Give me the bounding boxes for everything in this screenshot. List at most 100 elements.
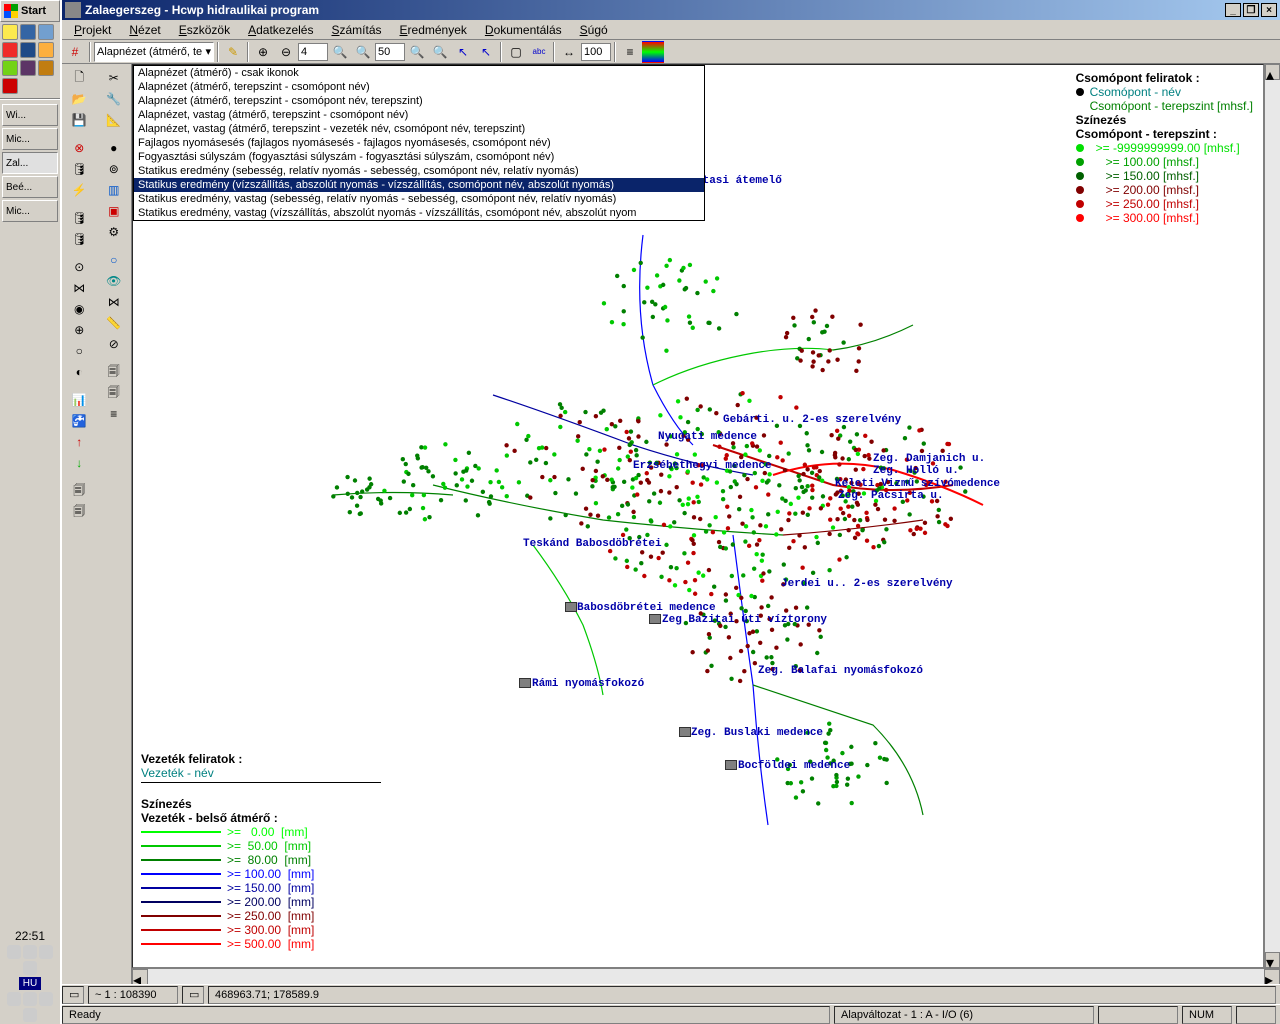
- dropdown-item[interactable]: Fogyasztási súlyszám (fogyasztási súlysz…: [134, 150, 704, 164]
- red-icon[interactable]: ▣: [103, 201, 125, 221]
- tool-icon[interactable]: ⊘: [103, 334, 125, 354]
- tray-icon[interactable]: [7, 945, 21, 959]
- tool-icon[interactable]: ⚙: [103, 222, 125, 242]
- close-button[interactable]: ×: [1261, 3, 1277, 17]
- view-combo[interactable]: Alapnézet (átmérő, te▾: [94, 42, 214, 62]
- dropdown-item[interactable]: Alapnézet (átmérő, terepszint - csomópon…: [134, 94, 704, 108]
- stack-icon[interactable]: 🗐: [68, 481, 90, 501]
- tray-icon[interactable]: [23, 945, 37, 959]
- valve-icon[interactable]: ⋈: [103, 292, 125, 312]
- joint-icon[interactable]: ⊙: [68, 257, 90, 277]
- restore-button[interactable]: ❐: [1243, 3, 1259, 17]
- task-btn[interactable]: Wi...: [2, 104, 58, 126]
- db3-icon[interactable]: 🛢: [68, 229, 90, 249]
- scroll-down-icon[interactable]: ▾: [1265, 952, 1280, 968]
- bars-icon[interactable]: ▥: [103, 180, 125, 200]
- tool-icon[interactable]: 📐: [103, 110, 125, 130]
- zoom-input-2[interactable]: [375, 43, 405, 61]
- minimize-button[interactable]: _: [1225, 3, 1241, 17]
- menu-adatkezeles[interactable]: Adatkezelés: [240, 21, 321, 39]
- pump-icon[interactable]: ◉: [68, 299, 90, 319]
- menu-sugo[interactable]: Súgó: [572, 21, 616, 39]
- tap-icon[interactable]: 🚰: [68, 411, 90, 431]
- arrow-down-icon[interactable]: ↓: [68, 453, 90, 473]
- dropdown-item[interactable]: Statikus eredmény, vastag (vízszállítás,…: [134, 206, 704, 220]
- ql-icon[interactable]: [2, 60, 18, 76]
- tray-icon[interactable]: [23, 992, 37, 1006]
- scroll-right-icon[interactable]: ▸: [1264, 969, 1280, 984]
- save-icon[interactable]: 💾: [68, 110, 90, 130]
- ql-icon[interactable]: [20, 42, 36, 58]
- ql-icon[interactable]: [20, 60, 36, 76]
- list-icon[interactable]: ≡: [619, 41, 641, 63]
- abc-icon[interactable]: abc: [528, 41, 550, 63]
- pencil-icon[interactable]: ✎: [222, 41, 244, 63]
- scroll-up-icon[interactable]: ▴: [1265, 64, 1280, 80]
- grid-icon[interactable]: #: [64, 41, 86, 63]
- tray-icon[interactable]: [39, 992, 53, 1006]
- tool-icon[interactable]: ✂: [103, 68, 125, 88]
- eye-icon[interactable]: 👁: [103, 271, 125, 291]
- scroll-vertical[interactable]: ▴ ▾: [1264, 64, 1280, 968]
- ql-icon[interactable]: [38, 42, 54, 58]
- stack-icon[interactable]: 🗐: [103, 362, 125, 382]
- task-btn[interactable]: Mic...: [2, 128, 58, 150]
- scroll-horizontal[interactable]: ◂ ▸: [132, 968, 1280, 984]
- tool-icon[interactable]: 🔧: [103, 89, 125, 109]
- tray-icon[interactable]: [39, 945, 53, 959]
- dropdown-item[interactable]: Alapnézet (átmérő, terepszint - csomópon…: [134, 80, 704, 94]
- zoom-out-icon[interactable]: ⊖: [275, 41, 297, 63]
- list-icon[interactable]: ≡: [103, 404, 125, 424]
- select-icon[interactable]: ↖: [452, 41, 474, 63]
- dropdown-item[interactable]: Fajlagos nyomásesés (fajlagos nyomásesés…: [134, 136, 704, 150]
- arrow-up-icon[interactable]: ↑: [68, 432, 90, 452]
- chart-icon[interactable]: 📊: [68, 390, 90, 410]
- tool-icon[interactable]: ◐: [68, 362, 90, 382]
- tool-icon[interactable]: ⊕: [68, 320, 90, 340]
- ruler-icon[interactable]: ↔: [558, 41, 580, 63]
- bolt-icon[interactable]: ⚡: [68, 180, 90, 200]
- zoom-fit-icon[interactable]: 🔍: [329, 41, 351, 63]
- language-indicator[interactable]: HU: [19, 977, 41, 990]
- open-icon[interactable]: 📂: [68, 89, 90, 109]
- palette-icon[interactable]: [642, 41, 664, 63]
- error-icon[interactable]: ⊗: [68, 138, 90, 158]
- zoom-input-1[interactable]: [298, 43, 328, 61]
- db-icon[interactable]: 🛢: [68, 159, 90, 179]
- canvas[interactable]: Alapnézet (átmérő) - csak ikonokAlapnéze…: [132, 64, 1264, 968]
- ql-icon[interactable]: [38, 24, 54, 40]
- dropdown-item[interactable]: Statikus eredmény, vastag (sebesség, rel…: [134, 192, 704, 206]
- dropdown-item[interactable]: Alapnézet (átmérő) - csak ikonok: [134, 66, 704, 80]
- view-dropdown[interactable]: Alapnézet (átmérő) - csak ikonokAlapnéze…: [133, 65, 705, 221]
- zoom-input-3[interactable]: [581, 43, 611, 61]
- ql-icon[interactable]: [20, 24, 36, 40]
- task-btn[interactable]: Beé...: [2, 176, 58, 198]
- start-button[interactable]: Start: [0, 0, 60, 22]
- point-icon[interactable]: ⊚: [103, 159, 125, 179]
- zoom-icon[interactable]: 🔍: [352, 41, 374, 63]
- menu-eredmenyek[interactable]: Eredmények: [392, 21, 475, 39]
- dropdown-item[interactable]: Alapnézet, vastag (átmérő, terepszint - …: [134, 108, 704, 122]
- zoom-icon[interactable]: 🔍: [406, 41, 428, 63]
- tray-icon[interactable]: [7, 992, 21, 1006]
- menu-nezet[interactable]: Nézet: [121, 21, 168, 39]
- node-icon[interactable]: ○: [103, 250, 125, 270]
- ql-icon[interactable]: [2, 42, 18, 58]
- tool-icon[interactable]: 📏: [103, 313, 125, 333]
- menu-projekt[interactable]: Projekt: [66, 21, 119, 39]
- dropdown-item[interactable]: Statikus eredmény (vízszállítás, abszolú…: [134, 178, 704, 192]
- point-icon[interactable]: ●: [103, 138, 125, 158]
- new-icon[interactable]: 🗋: [68, 68, 90, 88]
- menu-eszkozok[interactable]: Eszközök: [171, 21, 238, 39]
- db2-icon[interactable]: 🛢: [68, 208, 90, 228]
- scroll-left-icon[interactable]: ◂: [132, 969, 148, 984]
- menu-szamitas[interactable]: Számítás: [323, 21, 389, 39]
- zoom-icon[interactable]: 🔍: [429, 41, 451, 63]
- valve-icon[interactable]: ⋈: [68, 278, 90, 298]
- dropdown-item[interactable]: Alapnézet, vastag (átmérő, terepszint - …: [134, 122, 704, 136]
- tray-icon[interactable]: [23, 1008, 37, 1022]
- select-icon[interactable]: ↖: [475, 41, 497, 63]
- stack-icon[interactable]: 🗐: [103, 383, 125, 403]
- stack-icon[interactable]: 🗐: [68, 502, 90, 522]
- ql-icon[interactable]: [38, 60, 54, 76]
